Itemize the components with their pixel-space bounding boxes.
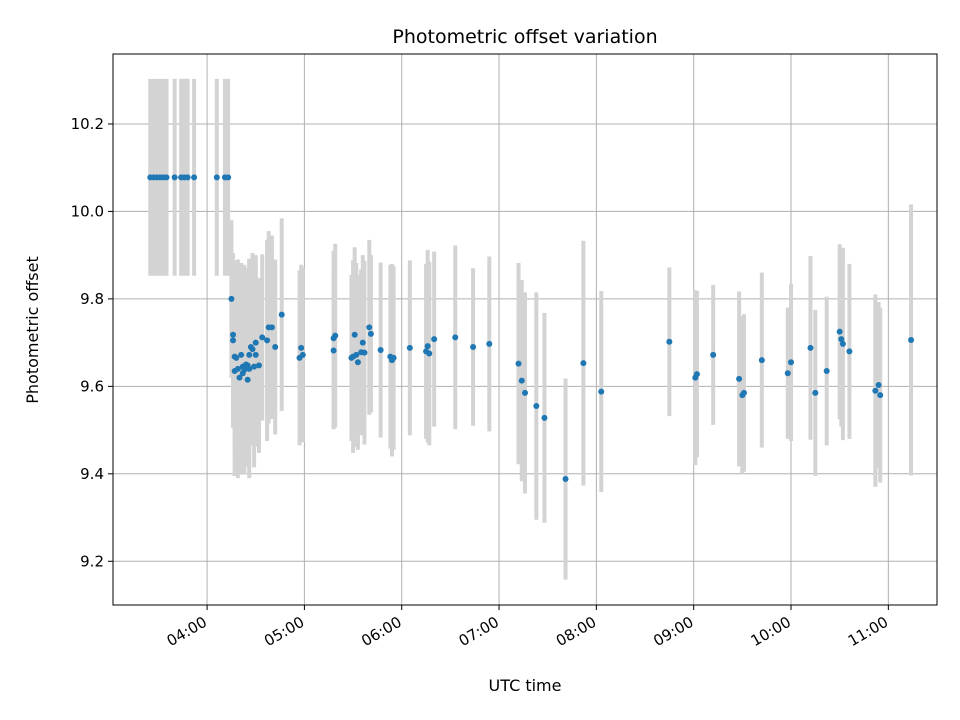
data-point	[908, 336, 915, 343]
data-point	[244, 376, 251, 383]
data-point	[259, 334, 266, 341]
data-point	[872, 387, 879, 394]
data-point	[359, 339, 366, 346]
data-point	[272, 343, 279, 350]
data-point	[533, 403, 540, 410]
y-axis-label: Photometric offset	[23, 256, 42, 404]
data-point	[426, 350, 433, 357]
data-point	[332, 332, 339, 339]
data-point	[366, 324, 373, 331]
data-point	[367, 330, 374, 337]
data-point	[598, 388, 605, 395]
data-point	[580, 360, 587, 367]
y-tick-label: 9.2	[80, 552, 104, 570]
plot-frame	[112, 53, 938, 606]
data-point	[562, 476, 569, 483]
data-point	[838, 336, 845, 343]
data-point	[736, 375, 743, 382]
data-point	[541, 414, 548, 421]
data-point	[171, 174, 178, 181]
data-point	[228, 295, 235, 302]
data-point	[431, 336, 438, 343]
data-point	[784, 370, 791, 377]
data-point	[758, 357, 765, 364]
data-point	[230, 337, 237, 344]
data-point	[361, 349, 368, 356]
data-points	[147, 174, 915, 483]
y-tick-label: 10.2	[71, 115, 104, 133]
data-point	[351, 331, 358, 338]
data-point	[191, 174, 198, 181]
y-tick-label: 9.6	[80, 377, 104, 395]
data-point	[486, 340, 493, 347]
y-axis-ticks: 9.2 9.4 9.6 9.8 10.0 10.2	[71, 115, 113, 570]
data-point	[452, 334, 459, 341]
data-point	[807, 344, 814, 351]
data-point	[225, 174, 232, 181]
data-point	[299, 351, 306, 358]
chart-title: Photometric offset variation	[392, 26, 657, 48]
data-point	[823, 368, 830, 375]
data-point	[518, 377, 525, 384]
data-point	[354, 359, 361, 366]
y-tick-label: 9.8	[80, 290, 104, 308]
data-point	[255, 362, 262, 369]
data-point	[522, 389, 528, 396]
data-point	[788, 359, 795, 366]
data-point	[353, 351, 360, 358]
data-point	[710, 351, 717, 358]
data-point	[390, 354, 397, 361]
data-point	[298, 344, 305, 351]
data-point	[264, 337, 271, 344]
data-point	[470, 343, 477, 350]
data-point	[251, 363, 258, 370]
data-point	[213, 174, 220, 181]
data-point	[836, 328, 843, 335]
data-point	[839, 340, 846, 347]
data-point	[234, 365, 241, 372]
data-point	[252, 351, 259, 358]
data-point	[278, 311, 285, 318]
data-point	[330, 347, 337, 354]
data-point	[846, 348, 853, 355]
data-point	[238, 351, 245, 358]
data-point	[268, 324, 275, 331]
data-point	[230, 331, 237, 338]
y-tick-label: 9.4	[80, 465, 104, 483]
data-point	[740, 389, 747, 396]
x-axis-label: UTC time	[489, 676, 562, 695]
data-point	[406, 344, 413, 351]
data-point	[233, 354, 240, 361]
data-point	[246, 351, 253, 358]
data-point	[875, 382, 882, 389]
y-tick-label: 10.0	[71, 202, 104, 220]
data-point	[163, 174, 170, 181]
data-point	[249, 346, 256, 353]
data-point	[812, 389, 819, 396]
data-point	[424, 343, 431, 350]
data-point	[246, 365, 253, 372]
data-point	[241, 366, 248, 373]
data-point	[184, 174, 191, 181]
data-point	[377, 347, 384, 354]
data-point	[252, 339, 259, 346]
data-point	[877, 392, 884, 399]
data-point	[666, 338, 673, 345]
data-point	[515, 360, 522, 367]
data-point	[693, 371, 700, 378]
data-point	[236, 374, 243, 381]
